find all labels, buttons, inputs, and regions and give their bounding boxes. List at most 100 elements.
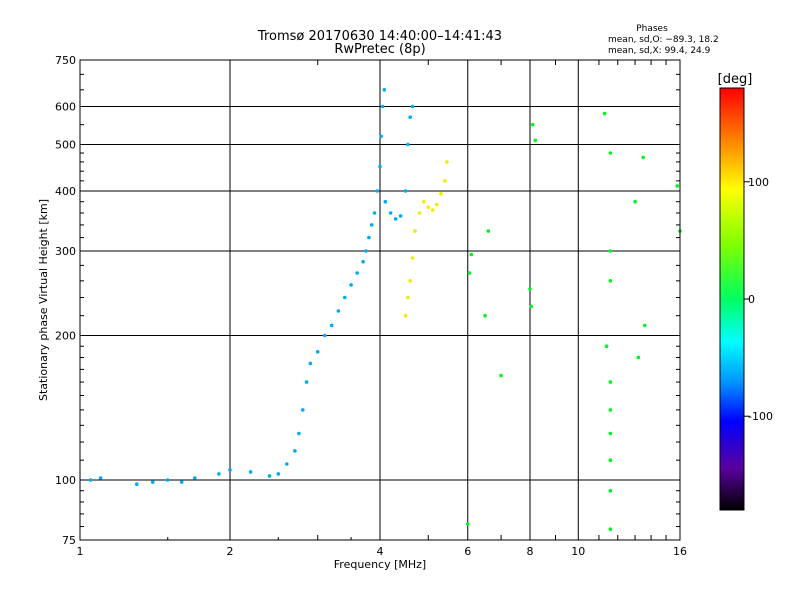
colorbar-ticks: 100 0 -100 — [744, 176, 773, 423]
data-point — [406, 295, 410, 300]
data-point — [388, 211, 393, 215]
data-point — [336, 309, 341, 313]
data-point — [228, 468, 232, 472]
data-point — [608, 151, 613, 155]
y-tick-label: 500 — [55, 139, 76, 152]
y-tick-label: 100 — [55, 474, 76, 487]
y-axis-label: Stationary phase Virtual Height [km] — [37, 199, 50, 401]
data-point — [408, 115, 413, 119]
data-point — [179, 480, 184, 484]
data-point — [315, 350, 320, 354]
data-point — [443, 179, 447, 183]
data-point — [329, 323, 334, 328]
y-tick-label: 75 — [62, 534, 76, 547]
colorbar-tick-label: -100 — [748, 410, 773, 423]
x-tick-label: 2 — [227, 545, 234, 558]
y-tick-label: 400 — [55, 185, 76, 198]
data-point — [643, 323, 647, 328]
data-point — [343, 295, 347, 300]
data-point — [372, 211, 377, 215]
data-point — [406, 142, 410, 147]
data-point — [355, 271, 360, 275]
data-point — [486, 229, 491, 233]
data-point — [135, 482, 139, 487]
x-tick-label: 10 — [571, 545, 585, 558]
chart-title: Tromsø 20170630 14:40:00–14:41:43 — [257, 29, 502, 44]
data-point — [308, 361, 313, 366]
data-point — [430, 208, 435, 212]
phases-legend-title: Phases — [636, 24, 668, 34]
colorbar — [719, 87, 745, 511]
y-tick-label: 750 — [55, 54, 76, 67]
data-point — [383, 199, 388, 204]
data-point — [608, 527, 613, 531]
data-point — [641, 155, 645, 160]
data-point — [349, 283, 353, 287]
data-point — [445, 160, 449, 164]
x-axis-label: Frequency [MHz] — [334, 558, 426, 571]
data-point — [410, 256, 415, 260]
data-point — [276, 472, 281, 476]
data-point — [604, 344, 609, 349]
y-tick-label: 200 — [55, 330, 76, 343]
data-point — [378, 164, 382, 169]
data-point — [483, 313, 487, 318]
data-point — [608, 431, 613, 436]
data-point — [608, 488, 613, 493]
plot-frame — [79, 59, 681, 541]
data-point — [193, 476, 197, 480]
data-point — [533, 138, 538, 143]
chart-subtitle: RwPretec (8p) — [334, 42, 425, 57]
data-point — [165, 478, 170, 482]
y-axis-ticks: 75 100 200 300 400 500 600 750 — [55, 54, 680, 547]
series-group — [403, 160, 449, 318]
data-point — [465, 522, 470, 526]
data-point — [285, 462, 289, 466]
colorbar-tick-label: 0 — [748, 293, 755, 306]
y-tick-label: 300 — [55, 245, 76, 258]
data-point — [398, 214, 403, 218]
data-point — [675, 184, 680, 188]
data-point — [364, 249, 368, 253]
data-point — [88, 478, 93, 482]
data-point — [410, 104, 415, 109]
series-group — [465, 111, 682, 531]
x-tick-label: 6 — [464, 545, 471, 558]
data-point — [469, 252, 474, 257]
data-point — [636, 355, 641, 360]
series-group — [88, 88, 415, 487]
data-point — [608, 249, 613, 253]
data-point — [323, 333, 327, 338]
colorbar-tick-label: 100 — [748, 176, 769, 189]
data-point — [301, 408, 305, 412]
phases-legend-x: mean, sd,X: 99.4, 24.9 — [608, 46, 711, 56]
data-point — [380, 104, 385, 109]
data-point — [529, 304, 534, 309]
data-point — [467, 271, 472, 275]
data-point — [439, 191, 443, 196]
data-point — [367, 235, 371, 240]
data-point — [608, 458, 613, 463]
data-point — [361, 259, 365, 264]
data-point — [528, 287, 532, 291]
phases-legend-o: mean, sd,O: −89.3, 18.2 — [608, 35, 719, 45]
data-point — [297, 431, 301, 436]
x-tick-label: 8 — [527, 545, 534, 558]
data-point — [403, 189, 408, 193]
data-point — [382, 88, 387, 92]
y-tick-label: 600 — [55, 101, 76, 114]
data-point — [151, 480, 155, 484]
data-point — [422, 199, 426, 204]
data-point — [267, 474, 272, 478]
data-point — [608, 408, 613, 412]
x-axis-ticks: 1 2 4 6 8 10 16 — [77, 60, 687, 558]
data-point — [417, 211, 422, 215]
data-point — [608, 380, 613, 384]
grid-lines — [80, 60, 680, 540]
x-tick-label: 16 — [673, 545, 687, 558]
data-point — [369, 223, 374, 227]
data-point — [608, 279, 613, 283]
data-point — [413, 229, 417, 233]
data-point — [435, 202, 439, 207]
